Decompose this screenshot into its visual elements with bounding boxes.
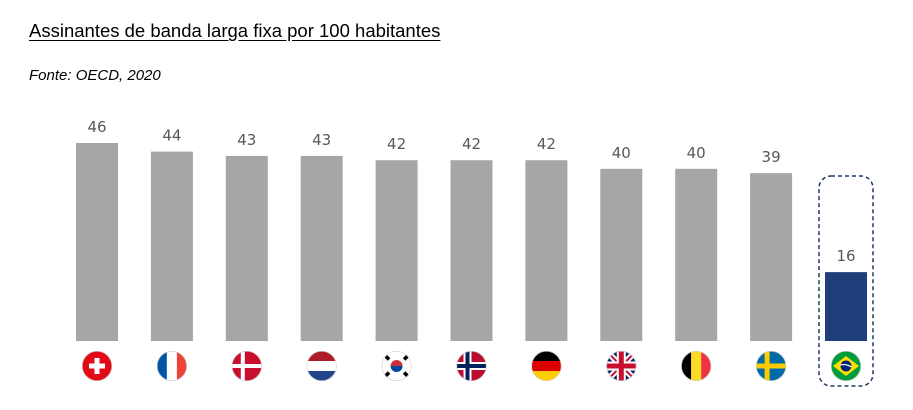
bar-value-label: 16 xyxy=(836,247,855,265)
bar-brazil xyxy=(825,272,867,341)
bar-value-label: 46 xyxy=(87,118,106,136)
bar-switzerland xyxy=(76,143,118,341)
bar-value-label: 40 xyxy=(612,144,631,162)
bar-value-label: 43 xyxy=(312,131,331,149)
sweden-flag-icon xyxy=(756,351,787,381)
norway-flag-icon xyxy=(456,351,487,381)
bar-value-label: 40 xyxy=(687,144,706,162)
bar-value-label: 42 xyxy=(387,135,406,153)
bar-norway xyxy=(450,160,493,341)
bar-france xyxy=(150,151,193,341)
source-note: Fonte: OECD, 2020 xyxy=(29,67,161,84)
bar-germany xyxy=(525,160,568,341)
switzerland-flag-icon xyxy=(82,351,112,381)
bar-value-label: 43 xyxy=(237,131,256,149)
denmark-flag-icon xyxy=(231,351,262,381)
bar-value-label: 44 xyxy=(162,127,181,145)
netherlands-flag-icon xyxy=(306,351,337,381)
bar-denmark xyxy=(225,155,268,341)
france-flag-icon xyxy=(156,351,187,381)
bar-value-label: 42 xyxy=(537,135,556,153)
bar-netherlands xyxy=(300,155,343,341)
germany-flag-icon xyxy=(531,351,562,381)
bar-value-label: 42 xyxy=(462,135,481,153)
bar-uk xyxy=(600,168,643,341)
highlight-frame xyxy=(818,175,874,387)
brazil-flag-icon xyxy=(831,351,861,381)
belgium-flag-icon xyxy=(681,351,712,381)
bar-value-label: 39 xyxy=(762,148,781,166)
chart-title: Assinantes de banda larga fixa por 100 h… xyxy=(29,20,441,41)
uk-flag-icon xyxy=(606,351,637,381)
bar-south-korea xyxy=(375,160,418,341)
bar-sweden xyxy=(750,173,793,341)
bar-belgium xyxy=(675,168,718,341)
